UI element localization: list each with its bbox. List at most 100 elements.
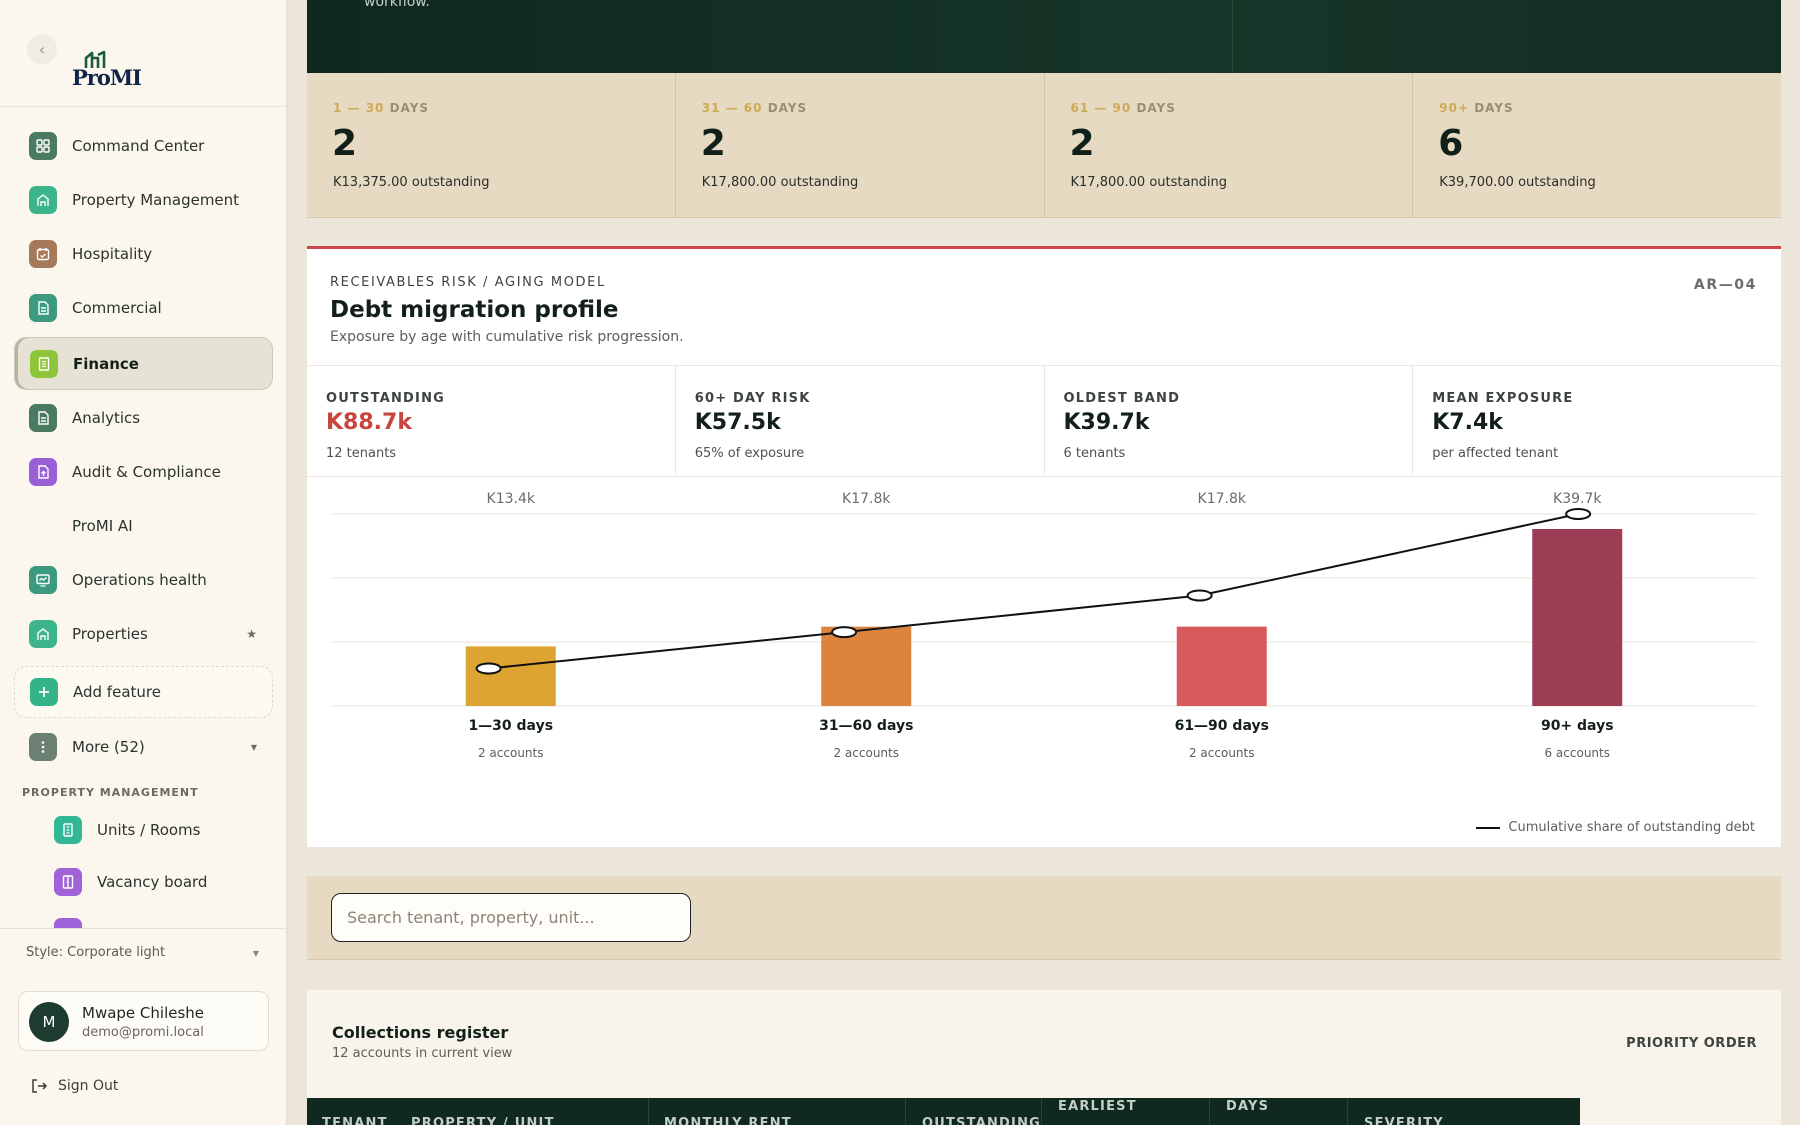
metric-mean-exposure: MEAN EXPOSURE K7.4k per affected tenant [1413, 366, 1781, 476]
hero-banner: workflow. [307, 0, 1781, 73]
sidebar-item-label: Property Management [72, 191, 240, 209]
chevron-down-icon: ▼ [250, 742, 257, 752]
avatar: M [29, 1002, 69, 1042]
aging-bucket-outstanding: K17,800.00 outstanding [701, 175, 859, 190]
aging-bucket-outstanding: K39,700.00 outstanding [1439, 175, 1596, 190]
sidebar-item-command-center[interactable]: Command Center [14, 121, 273, 171]
logo-text: ProMI [72, 65, 142, 90]
aging-bucket[interactable]: 1 — 30 DAYS 2 K13,375.00 outstanding [307, 73, 676, 217]
search-input[interactable] [331, 893, 691, 942]
chevron-down-icon[interactable]: ▼ [252, 949, 259, 958]
sign-out-button[interactable]: Sign Out [30, 1077, 118, 1095]
cumulative-point [475, 662, 502, 675]
collapse-sidebar-button[interactable]: ‹ [27, 34, 57, 64]
metric-oldest-band: OLDEST BAND K39.7k 6 tenants [1045, 366, 1414, 476]
calendar-check-icon [29, 240, 57, 268]
logo[interactable]: ProMI [72, 48, 152, 90]
metric-value: K7.4k [1432, 410, 1503, 435]
sidebar-item-properties[interactable]: Properties ★ [14, 609, 273, 659]
aging-bucket[interactable]: 31 — 60 DAYS 2 K17,800.00 outstanding [676, 73, 1045, 217]
legend-line-swatch [1476, 826, 1501, 829]
column-header-earliest[interactable]: EARLIEST [1058, 1099, 1137, 1114]
metric-label: OUTSTANDING [326, 391, 446, 406]
metric-label: MEAN EXPOSURE [1432, 391, 1574, 406]
star-icon[interactable]: ★ [246, 627, 257, 641]
column-header-tenant[interactable]: TENANT [322, 1116, 388, 1125]
sidebar-item-analytics[interactable]: Analytics [14, 393, 273, 443]
metric-value: K88.7k [326, 410, 412, 435]
sidebar-item-hospitality[interactable]: Hospitality [14, 229, 273, 279]
dots-vertical-icon [29, 733, 57, 761]
sidebar-item-label: Finance [73, 354, 139, 373]
metric-outstanding: OUTSTANDING K88.7k 12 tenants [307, 366, 676, 476]
aging-summary: 1 — 30 DAYS 2 K13,375.00 outstanding 31 … [307, 73, 1781, 218]
accounts-label: 2 accounts [1189, 746, 1255, 760]
document-icon [29, 294, 57, 322]
aging-bucket-count: 2 [332, 123, 358, 164]
sidebar-item-label: Properties [72, 625, 148, 643]
sidebar: ‹ ProMI Command Center Property Manageme… [0, 0, 287, 1125]
debt-migration-chart: K13.4k 1—30 days 2 accounts K17.8k 31—60 day… [307, 477, 1781, 847]
sidebar-item-finance[interactable]: Finance [14, 337, 273, 390]
risk-metrics: OUTSTANDING K88.7k 12 tenants 60+ DAY RI… [307, 365, 1781, 477]
sidebar-subitem-vacancy-board[interactable]: Vacancy board [40, 860, 270, 904]
column-header-property-unit[interactable]: PROPERTY / UNIT [411, 1116, 555, 1125]
divider [1232, 0, 1233, 73]
sidebar-item-label: Add feature [73, 683, 161, 701]
aging-bucket-outstanding: K17,800.00 outstanding [1070, 175, 1228, 190]
sidebar-item-label: Hospitality [72, 245, 153, 263]
column-header-monthly-rent[interactable]: MONTHLY RENT [664, 1116, 792, 1125]
risk-code: AR—04 [1693, 277, 1757, 293]
sign-out-label: Sign Out [58, 1078, 119, 1094]
divider [648, 1098, 649, 1125]
sidebar-item-label: Vacancy board [97, 873, 208, 891]
aging-bucket[interactable]: 90+ DAYS 6 K39,700.00 outstanding [1413, 73, 1781, 217]
column-header-days[interactable]: DAYS [1226, 1099, 1270, 1114]
divider [0, 106, 286, 107]
bar-value-label: K17.8k [1198, 491, 1247, 507]
style-selector[interactable]: Style: Corporate light [26, 945, 166, 960]
sidebar-subitem-units-rooms[interactable]: Units / Rooms [40, 808, 270, 852]
bar-value-label: K13.4k [487, 491, 536, 507]
accounts-label: 2 accounts [478, 746, 544, 760]
metric-label: OLDEST BAND [1063, 391, 1181, 406]
metric-sub: per affected tenant [1432, 446, 1559, 461]
grid-icon [29, 132, 57, 160]
sidebar-item-property-management[interactable]: Property Management [14, 175, 273, 225]
column-header-severity[interactable]: SEVERITY [1364, 1116, 1444, 1125]
user-card[interactable]: M Mwape Chileshe demo@promi.local [18, 991, 269, 1051]
cumulative-point [831, 626, 858, 639]
sidebar-item-promi-ai[interactable]: ProMI AI [14, 501, 273, 551]
table-header: TENANT PROPERTY / UNIT MONTHLY RENT OUTS… [307, 1098, 1580, 1125]
sidebar-item-audit-compliance[interactable]: Audit & Compliance [14, 447, 273, 497]
sidebar-item-label: ProMI AI [72, 517, 133, 535]
divider [1347, 1098, 1348, 1125]
chevron-left-icon: ‹ [38, 39, 46, 59]
sidebar-item-commercial[interactable]: Commercial [14, 283, 273, 333]
bar [821, 626, 912, 706]
file-upload-icon [29, 458, 57, 486]
aging-bucket[interactable]: 61 — 90 DAYS 2 K17,800.00 outstanding [1045, 73, 1414, 217]
priority-order-toggle[interactable]: PRIORITY ORDER [1626, 1036, 1757, 1051]
category-label: 31—60 days [819, 718, 913, 734]
metric-value: K57.5k [694, 410, 781, 435]
metric-label: 60+ DAY RISK [694, 391, 811, 406]
chart-svg: K13.4k 1—30 days 2 accounts K17.8k 31—60 day… [333, 491, 1755, 760]
aging-bucket-label: 31 — 60 DAYS [701, 101, 808, 115]
receipt-icon [30, 349, 58, 378]
column-header-outstanding[interactable]: OUTSTANDING [922, 1116, 1042, 1125]
bar [465, 646, 556, 706]
category-label: 1—30 days [468, 718, 553, 734]
metric-60-day-risk: 60+ DAY RISK K57.5k 65% of exposure [676, 366, 1045, 476]
sidebar-item-more[interactable]: More (52) ▼ [14, 722, 273, 772]
sidebar-item-label: Commercial [72, 299, 162, 317]
add-feature-button[interactable]: Add feature [14, 666, 273, 718]
risk-panel: RECEIVABLES RISK / AGING MODEL Debt migr… [307, 246, 1781, 847]
aging-bucket-count: 2 [700, 123, 726, 164]
bar-value-label: K39.7k [1553, 491, 1602, 507]
metric-value: K39.7k [1063, 410, 1150, 435]
hero-text: workflow. [364, 0, 430, 10]
metric-sub: 12 tenants [326, 446, 397, 461]
monitor-icon [29, 566, 57, 594]
sidebar-item-operations-health[interactable]: Operations health [14, 555, 273, 605]
